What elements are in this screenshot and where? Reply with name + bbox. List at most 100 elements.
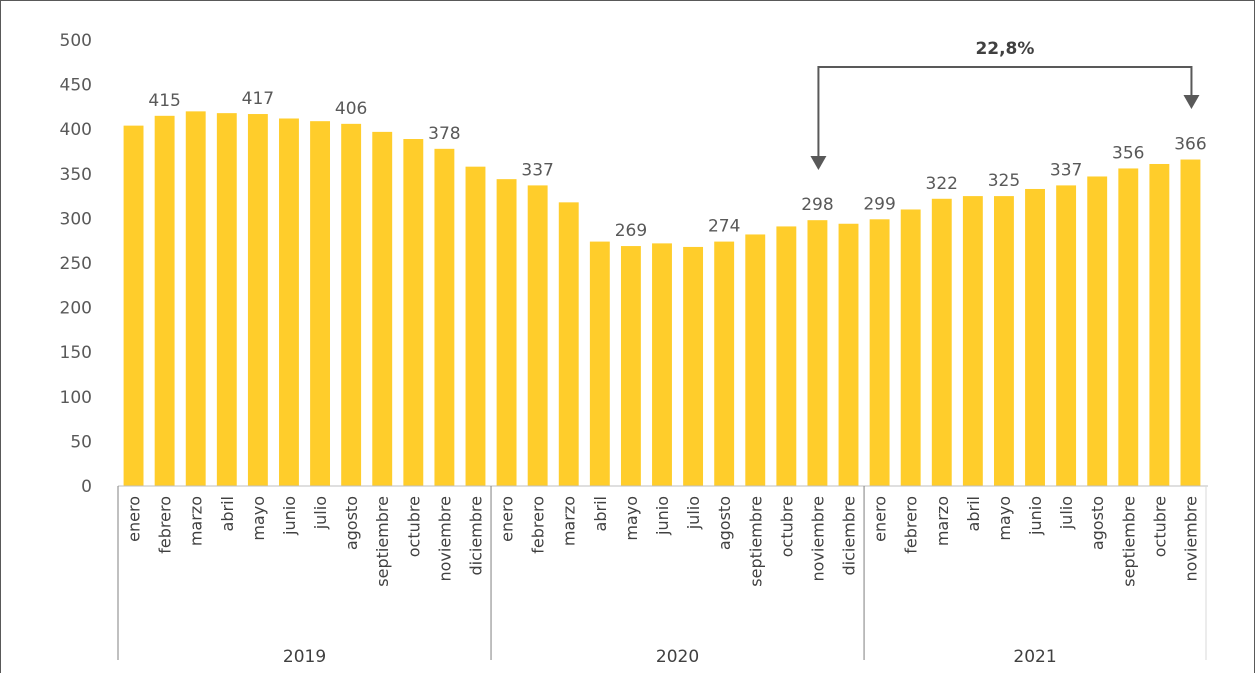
bar: [620, 246, 641, 486]
y-tick-label: 100: [60, 388, 92, 408]
bar: [372, 131, 393, 486]
bar: [279, 118, 299, 486]
bar: [652, 243, 672, 486]
bar: [434, 148, 455, 486]
category-label: septiembre: [746, 496, 765, 587]
category-label: mayo: [249, 496, 268, 541]
bar: [465, 166, 486, 486]
year-label: 2020: [656, 647, 699, 667]
y-tick-label: 400: [60, 120, 92, 140]
category-label: diciembre: [840, 496, 859, 576]
category-label: febrero: [529, 496, 548, 554]
bar: [714, 241, 735, 486]
category-label: mayo: [995, 496, 1014, 541]
data-label: 298: [801, 195, 833, 215]
bar: [1180, 159, 1201, 486]
data-label: 325: [988, 171, 1020, 191]
data-label: 337: [521, 160, 553, 180]
annotation-bracket: [817, 66, 1193, 158]
category-label: febrero: [902, 496, 921, 554]
category-label: septiembre: [373, 496, 392, 587]
data-label: 406: [335, 99, 367, 119]
y-tick-label: 450: [60, 76, 92, 96]
category-label: junio: [653, 496, 672, 536]
category-label: octubre: [1150, 496, 1169, 557]
bar: [154, 115, 175, 486]
data-label: 269: [615, 221, 647, 241]
bar: [527, 185, 548, 486]
bar: [869, 219, 890, 487]
category-label: enero: [498, 496, 517, 542]
category-label: agosto: [1088, 496, 1107, 550]
bar: [931, 198, 952, 486]
category-label: noviembre: [435, 496, 454, 581]
bar: [1056, 185, 1077, 486]
bar: [1118, 168, 1139, 486]
data-label: 274: [708, 217, 740, 237]
y-tick-label: 200: [60, 299, 92, 319]
bar: [838, 223, 859, 486]
category-label: junio: [1026, 496, 1045, 536]
y-tick-label: 150: [60, 343, 92, 363]
year-label: 2019: [283, 647, 326, 667]
data-label: 366: [1174, 135, 1206, 155]
category-label: septiembre: [1119, 496, 1138, 587]
bar: [310, 121, 331, 486]
bar: [185, 111, 206, 487]
year-label: 2021: [1013, 647, 1056, 667]
y-tick-label: 350: [60, 165, 92, 185]
data-label: 417: [242, 89, 274, 109]
bar: [807, 220, 828, 486]
y-tick-label: 250: [60, 254, 92, 274]
data-label: 337: [1050, 160, 1082, 180]
category-label: diciembre: [466, 496, 485, 576]
category-label: agosto: [342, 496, 361, 550]
category-label: julio: [311, 496, 330, 530]
bar: [403, 139, 424, 486]
category-label: febrero: [156, 496, 175, 554]
bar: [496, 179, 517, 487]
bar: [589, 241, 610, 486]
category-label: julio: [684, 496, 703, 530]
bar: [1025, 188, 1045, 487]
bar: [1087, 176, 1108, 486]
category-label: enero: [125, 496, 144, 542]
category-label: junio: [280, 496, 299, 536]
y-tick-label: 50: [70, 432, 92, 452]
category-label: octubre: [404, 496, 423, 557]
category-label: marzo: [933, 496, 952, 546]
category-label: enero: [871, 496, 890, 542]
category-label: abril: [218, 496, 237, 531]
bar: [558, 202, 579, 486]
category-label: abril: [591, 496, 610, 531]
bar: [993, 196, 1014, 486]
arrow-head-right: [1183, 95, 1200, 109]
category-label: noviembre: [1181, 496, 1200, 582]
bar: [216, 113, 237, 487]
annotation-label: 22,8%: [975, 39, 1034, 59]
bar: [776, 226, 797, 487]
category-label: mayo: [622, 496, 641, 541]
category-label: noviembre: [808, 496, 827, 582]
arrow-head-left: [810, 156, 827, 170]
category-label: julio: [1057, 496, 1076, 530]
y-tick-label: 0: [81, 477, 92, 497]
data-label: 378: [428, 124, 460, 144]
category-label: marzo: [560, 496, 579, 546]
data-label: 356: [1112, 143, 1144, 163]
data-label: 299: [863, 194, 895, 214]
category-label: marzo: [187, 496, 206, 546]
bar: [123, 125, 144, 486]
y-tick-label: 300: [60, 209, 92, 229]
bar: [247, 114, 268, 486]
bar: [683, 246, 704, 486]
category-label: agosto: [715, 496, 734, 550]
data-label: 415: [148, 91, 180, 111]
category-label: octubre: [777, 496, 796, 557]
bar: [745, 234, 766, 486]
data-label: 322: [926, 174, 958, 194]
bar: [962, 196, 983, 486]
bar: [900, 209, 921, 487]
